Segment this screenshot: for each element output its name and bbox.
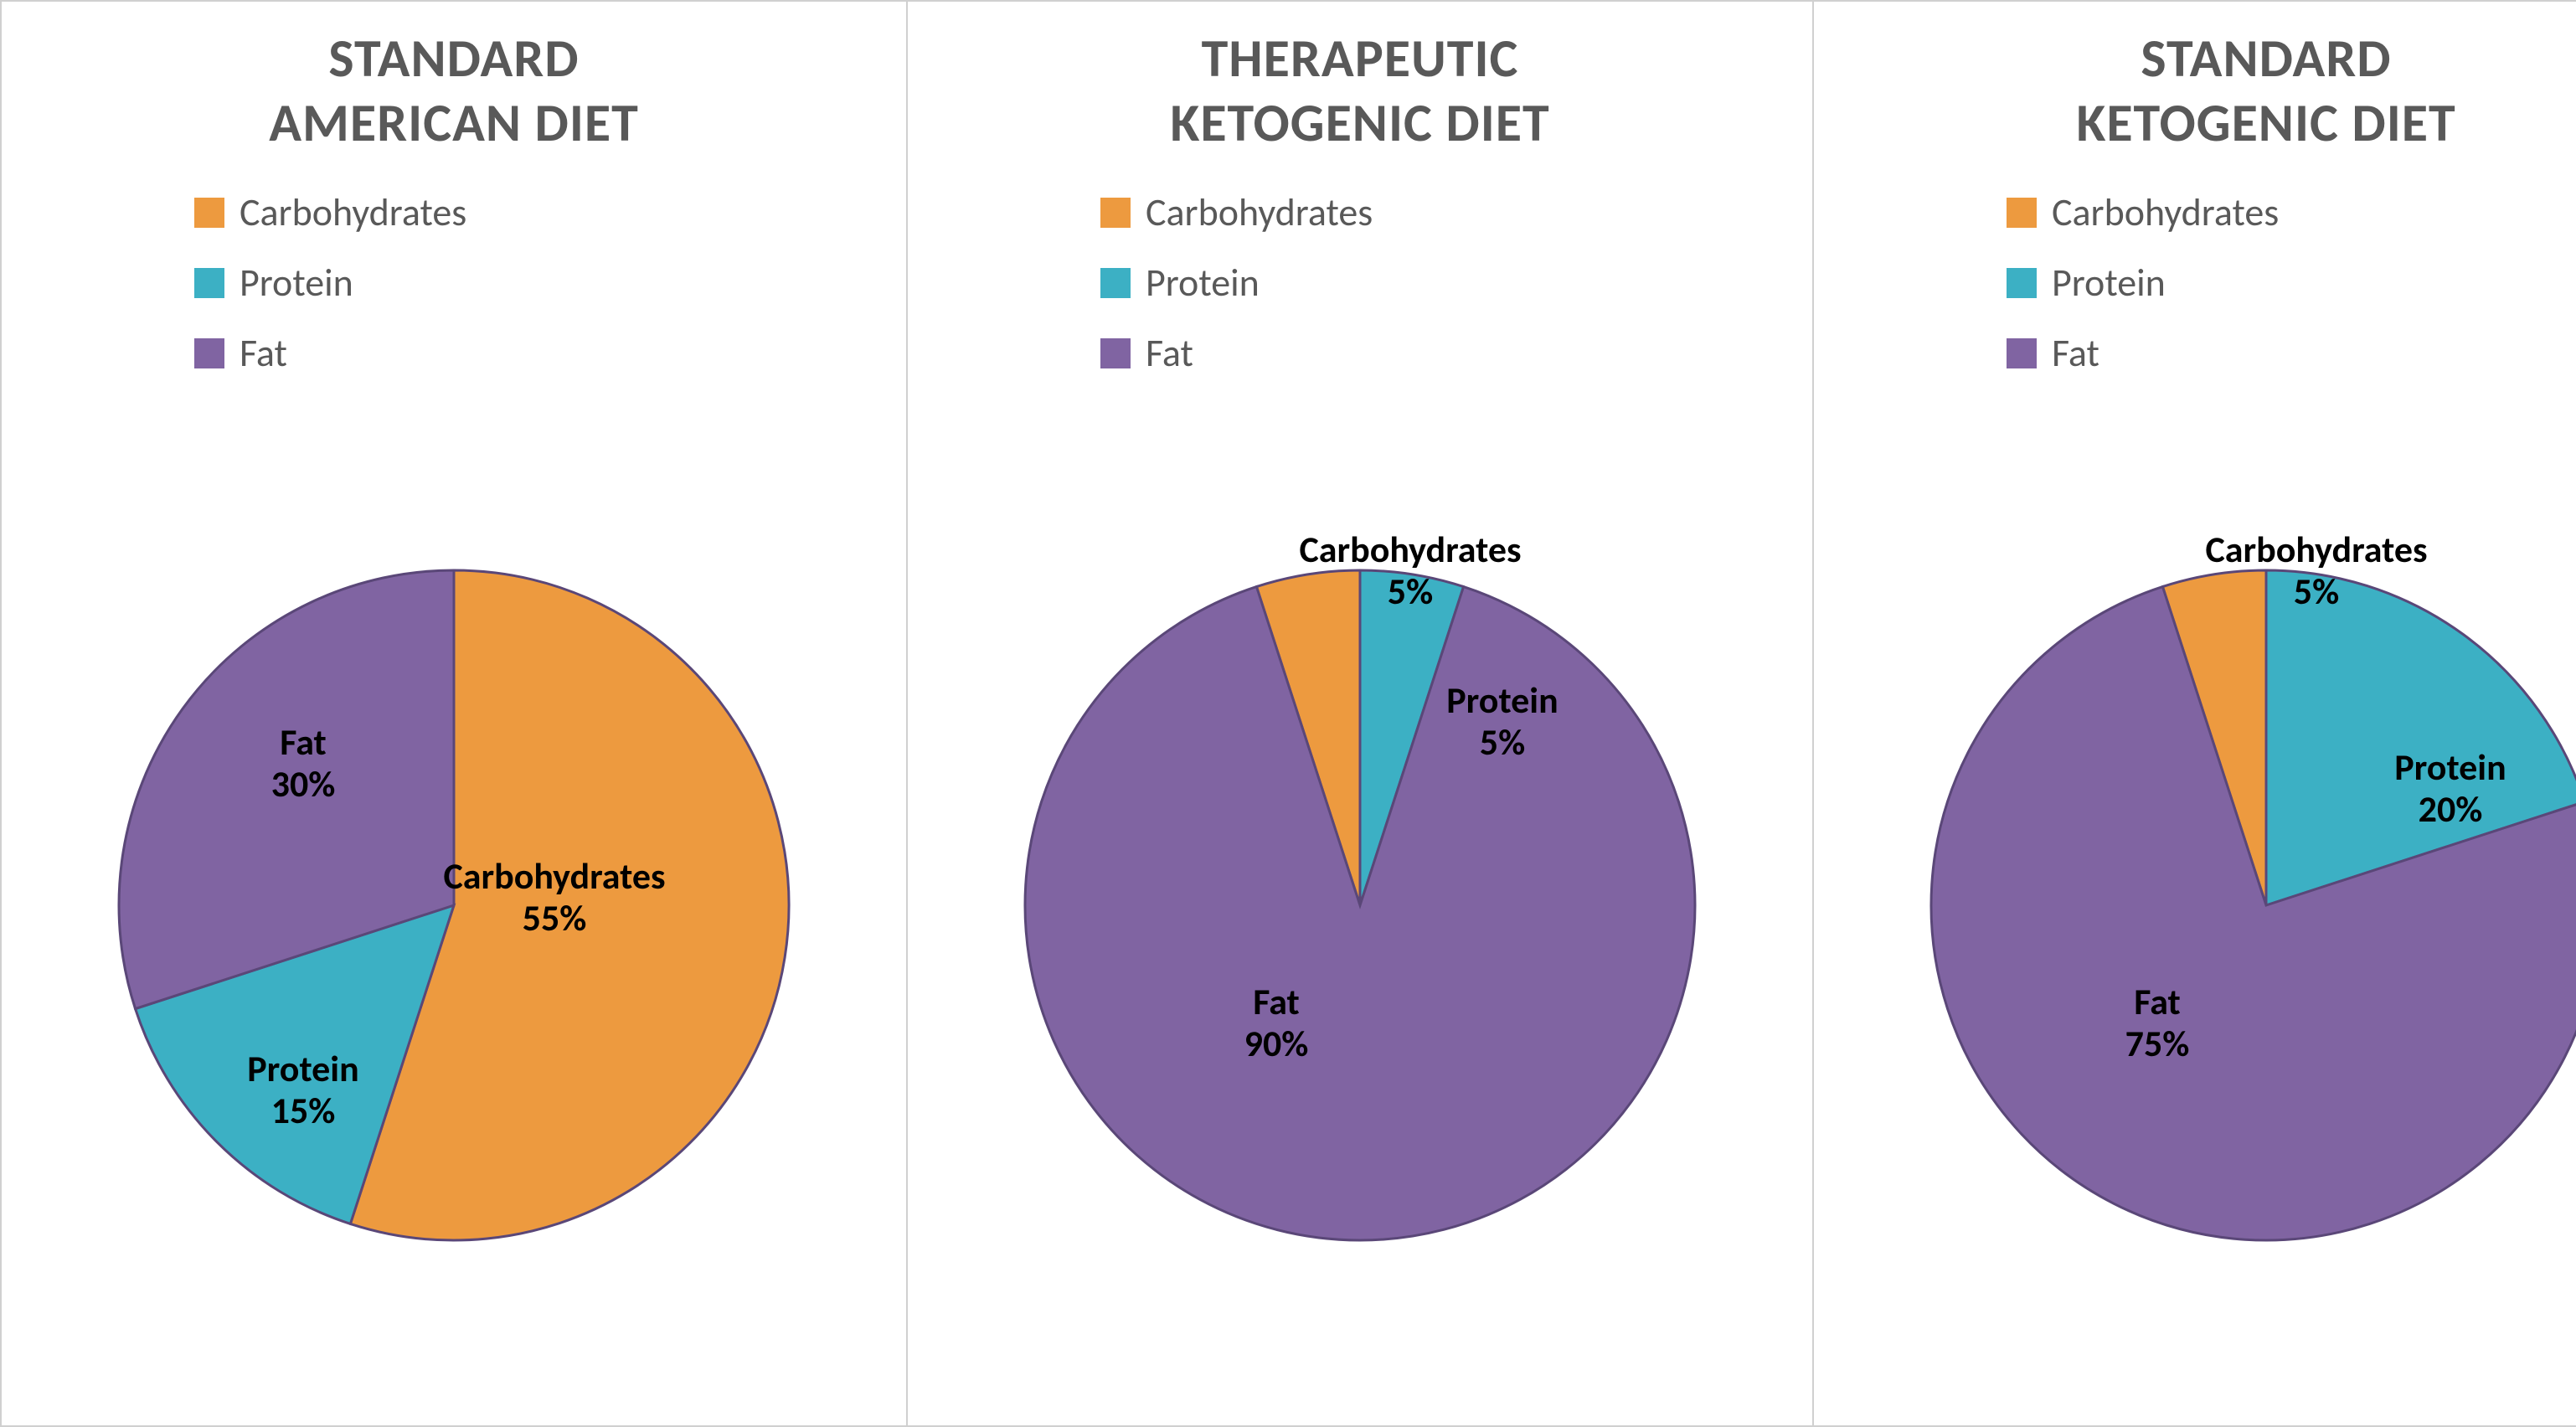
chart-title: STANDARD KETOGENIC DIET [2076,27,2455,156]
legend-item-carbs: Carbohydrates [1100,189,1373,236]
legend-label: Carbohydrates [2052,189,2279,236]
slice-label-name-fat: Fat [1253,979,1300,1024]
legend-label: Protein [240,260,353,307]
pie-chart-therapeutic-keto: Carbohydrates5%Protein5%Fat90% [925,470,1795,1341]
legend-label: Fat [240,330,287,377]
slice-label-name-protein: Protein [247,1046,358,1091]
slice-label-name-carbs: Carbohydrates [1299,527,1521,572]
swatch-fat [1100,338,1131,368]
legend-label: Carbohydrates [1146,189,1373,236]
chart-wrap: Carbohydrates55% Protein15% Fat30% [18,402,889,1409]
legend-label: Carbohydrates [240,189,466,236]
swatch-carbs [1100,198,1131,228]
swatch-carbs [2007,198,2037,228]
swatch-protein [2007,268,2037,298]
panel-standard-american: STANDARD AMERICAN DIET Carbohydrates Pro… [0,0,908,1427]
chart-wrap: Carbohydrates5% Protein20% Fat75% [1831,402,2576,1409]
slice-label-value-protein: 20% [2419,786,2483,832]
legend-item-fat: Fat [2007,330,2279,377]
slice-label-name-fat: Fat [2134,979,2181,1024]
swatch-carbs [194,198,224,228]
legend-item-protein: Protein [1100,260,1373,307]
slice-label-name-carbs: Carbohydrates [443,853,665,899]
panel-standard-keto: STANDARD KETOGENIC DIET Carbohydrates Pr… [1814,0,2576,1427]
legend-item-carbs: Carbohydrates [2007,189,2279,236]
legend-label: Protein [1146,260,1260,307]
slice-label-value-fat: 30% [271,761,336,806]
chart-wrap: Carbohydrates5%Protein5%Fat90% [925,402,1795,1409]
legend-item-fat: Fat [1100,330,1373,377]
legend-label: Protein [2052,260,2166,307]
legend: Carbohydrates Protein Fat [2007,189,2279,377]
pie-chart-standard-keto: Carbohydrates5% Protein20% Fat75% [1831,470,2576,1341]
legend: Carbohydrates Protein Fat [194,189,466,377]
charts-container: STANDARD AMERICAN DIET Carbohydrates Pro… [0,0,2576,1427]
chart-title: STANDARD AMERICAN DIET [269,27,639,156]
slice-label-name-protein: Protein [1446,677,1558,723]
swatch-fat [194,338,224,368]
slice-label-value-fat: 75% [2125,1021,2190,1066]
slice-label-name-fat: Fat [280,719,327,765]
legend: Carbohydrates Protein Fat [1100,189,1373,377]
legend-label: Fat [1146,330,1193,377]
panel-therapeutic-keto: THERAPEUTIC KETOGENIC DIET Carbohydrates… [908,0,1814,1427]
chart-title: THERAPEUTIC KETOGENIC DIET [1170,27,1549,156]
slice-label-value-carbs: 5% [1388,569,1433,614]
legend-item-protein: Protein [194,260,466,307]
swatch-protein [1100,268,1131,298]
slice-label-value-protein: 5% [1480,719,1525,765]
pie-chart-standard-american: Carbohydrates55% Protein15% Fat30% [18,470,889,1341]
legend-item-fat: Fat [194,330,466,377]
slice-label-value-fat: 90% [1244,1021,1309,1066]
swatch-fat [2007,338,2037,368]
legend-item-protein: Protein [2007,260,2279,307]
slice-label-value-carbs: 55% [523,895,587,940]
slice-label-value-carbs: 5% [2294,569,2339,614]
swatch-protein [194,268,224,298]
slice-label-name-carbs: Carbohydrates [2205,527,2427,572]
legend-item-carbs: Carbohydrates [194,189,466,236]
slice-label-name-protein: Protein [2394,744,2506,790]
slice-label-value-protein: 15% [271,1088,336,1133]
legend-label: Fat [2052,330,2099,377]
